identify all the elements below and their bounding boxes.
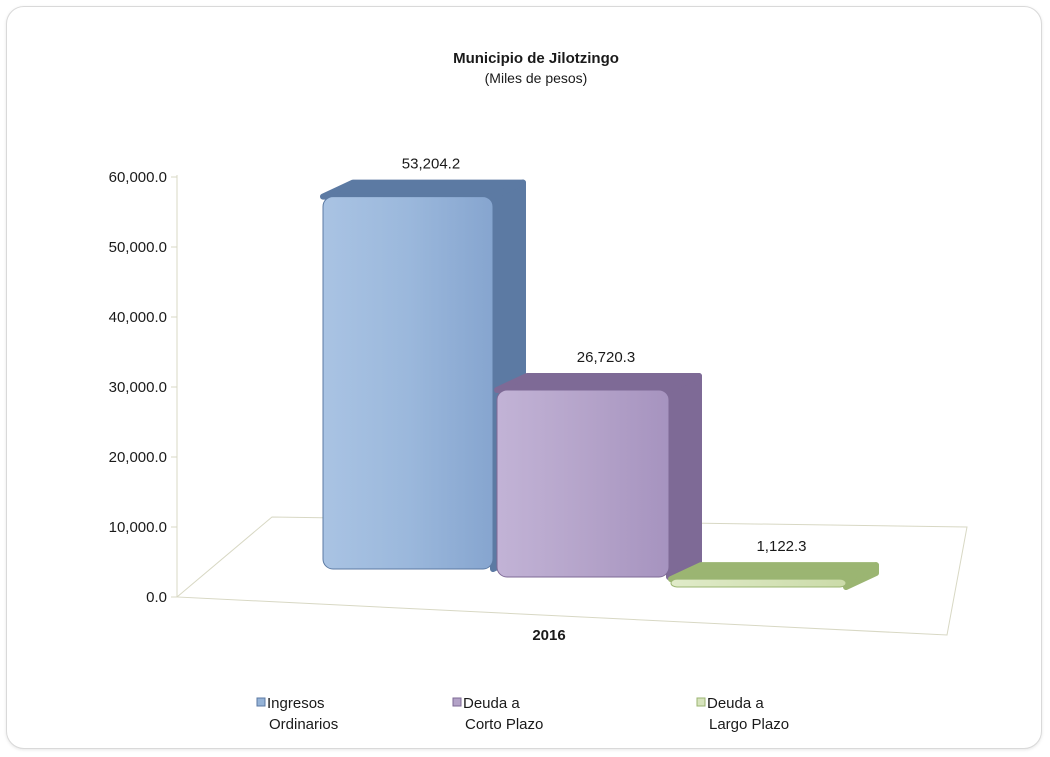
chart-subtitle: (Miles de pesos) <box>485 70 588 86</box>
legend-swatch <box>452 697 462 707</box>
legend-label: Ingresos <box>267 695 325 712</box>
legend-label: Corto Plazo <box>465 716 543 733</box>
bars <box>320 179 879 590</box>
y-tick-label: 0.0 <box>146 589 167 606</box>
bar-chart: Municipio de Jilotzingo (Miles de pesos)… <box>109 50 968 733</box>
data-labels: 53,204.2 26,720.3 1,122.3 <box>402 156 807 556</box>
bar-2 <box>494 372 702 580</box>
legend-label: Largo Plazo <box>709 716 789 733</box>
legend-swatch <box>696 697 706 707</box>
data-label: 26,720.3 <box>577 349 635 366</box>
data-label: 53,204.2 <box>402 156 460 173</box>
y-tick-label: 60,000.0 <box>109 169 167 186</box>
y-tick-label: 30,000.0 <box>109 379 167 396</box>
legend-item-2: Deuda a Corto Plazo <box>452 695 543 733</box>
legend-label: Deuda a <box>463 695 520 712</box>
bar-front-face <box>496 389 670 578</box>
chart-floor <box>175 516 968 636</box>
legend-label: Deuda a <box>707 695 764 712</box>
data-label: 1,122.3 <box>756 538 806 555</box>
bar-3 <box>668 562 879 590</box>
y-tick-label: 40,000.0 <box>109 309 167 326</box>
y-tick-label: 10,000.0 <box>109 519 167 536</box>
bar-side-face <box>666 372 702 580</box>
y-axis-ticks: 0.0 10,000.0 20,000.0 30,000.0 40,000.0 50,00… <box>109 169 177 606</box>
y-tick-label: 50,000.0 <box>109 239 167 256</box>
bar-front-face <box>670 578 847 588</box>
bar-top-face <box>320 179 526 200</box>
x-tick-label: 2016 <box>532 627 565 644</box>
legend-item-3: Deuda a Largo Plazo <box>696 695 789 733</box>
bar-top-face <box>494 372 702 393</box>
legend-swatch <box>256 697 266 707</box>
y-tick-label: 20,000.0 <box>109 449 167 466</box>
legend-item-1: Ingresos Ordinarios <box>256 695 338 733</box>
chart-title: Municipio de Jilotzingo <box>453 50 619 67</box>
bar-1 <box>320 179 526 572</box>
chart-card: Municipio de Jilotzingo (Miles de pesos)… <box>6 6 1042 749</box>
bar-top-face <box>668 562 879 583</box>
bar-front-face <box>322 196 494 570</box>
legend-label: Ordinarios <box>269 716 338 733</box>
